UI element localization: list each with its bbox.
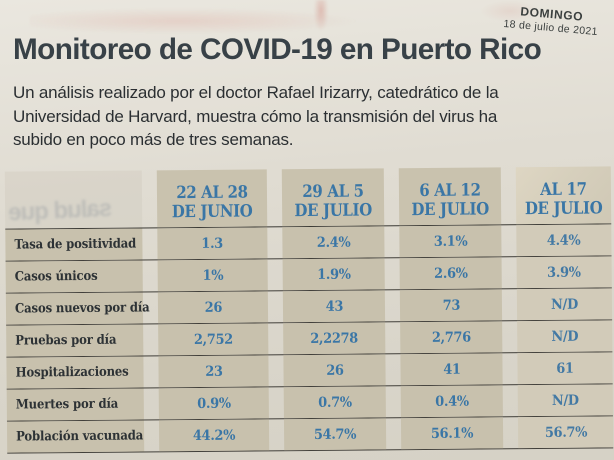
value-cell: 56.7%	[517, 416, 614, 449]
value-cell: 2.6%	[399, 257, 502, 290]
row-label: Población vacunada	[6, 420, 145, 453]
value-cell: 44.2%	[158, 419, 270, 452]
table-row-hospitalizations: Hospitalizaciones 23 26 41 61	[6, 352, 613, 390]
intro-line: Un análisis realizado por el doctor Rafa…	[13, 83, 499, 102]
column-header-week4: AL 17 DE JULIO	[515, 166, 612, 225]
header-spacer-cell: salud que	[4, 170, 143, 229]
row-label: Hospitalizaciones	[6, 356, 144, 389]
value-cell: 0.4%	[400, 385, 503, 418]
row-label: Casos únicos	[5, 260, 143, 293]
ink-smudge	[30, 8, 360, 34]
value-cell: N/D	[517, 384, 613, 417]
covid-table: salud que 22 AL 28 DE JUNIO 29 AL 5 DE JUL…	[4, 166, 614, 454]
value-cell: 73	[399, 289, 503, 322]
intro-line: Universidad de Harvard, muestra cómo la …	[13, 106, 498, 126]
value-cell: 2,752	[158, 323, 269, 356]
value-cell: 2,776	[400, 321, 503, 354]
table-row-new-cases: Casos nuevos por día 26 43 73 N/D	[5, 288, 613, 326]
value-cell: 54.7%	[283, 418, 387, 451]
row-label: Casos nuevos por día	[5, 292, 150, 325]
row-label: Pruebas por día	[6, 324, 144, 357]
value-cell: 56.1%	[400, 417, 504, 450]
value-cell: 41	[400, 353, 503, 386]
bleedthrough-ghost-text: salud que	[8, 194, 113, 227]
table-header-row: salud que 22 AL 28 DE JUNIO 29 AL 5 DE JUL…	[4, 166, 612, 230]
value-cell: 1.3	[157, 227, 268, 260]
column-header-week3: 6 AL 12 DE JULIO	[398, 167, 502, 226]
value-cell: 2,2278	[283, 322, 386, 355]
value-cell: 0.9%	[158, 387, 269, 420]
table-row-tests: Pruebas por día 2,752 2,2278 2,776 N/D	[6, 320, 613, 358]
intro-paragraph: Un análisis realizado por el doctor Rafa…	[13, 81, 588, 152]
row-label: Muertes por día	[6, 388, 144, 421]
value-cell: 0.7%	[283, 386, 386, 419]
intro-line: subido en poco más de tres semanas.	[13, 130, 294, 149]
value-cell: 26	[157, 291, 269, 324]
value-cell: 43	[282, 290, 386, 323]
value-cell: 3.9%	[516, 256, 612, 289]
table-row-deaths: Muertes por día 0.9% 0.7% 0.4% N/D	[6, 384, 613, 422]
table-row-positivity: Tasa de positividad 1.3 2.4% 3.1% 4.4%	[5, 224, 612, 262]
column-header-week1: 22 AL 28 DE JUNIO	[156, 169, 268, 228]
value-cell: 23	[158, 355, 269, 388]
value-cell: 4.4%	[516, 224, 612, 257]
value-cell: 1.9%	[282, 258, 385, 291]
row-label: Tasa de positividad	[5, 228, 143, 261]
value-cell: 3.1%	[399, 225, 502, 258]
value-cell: 1%	[157, 259, 268, 292]
page-title: Monitoreo de COVID-19 en Puerto Rico	[13, 33, 542, 66]
value-cell: 2.4%	[282, 226, 385, 259]
table-row-unique-cases: Casos únicos 1% 1.9% 2.6% 3.9%	[5, 256, 612, 294]
column-header-week2: 29 AL 5 DE JULIO	[281, 168, 385, 227]
ink-smudge	[314, 0, 328, 30]
value-cell: N/D	[516, 288, 613, 321]
table-row-vaccinated: Población vacunada 44.2% 54.7% 56.1% 56.…	[6, 416, 614, 454]
value-cell: N/D	[517, 320, 613, 353]
value-cell: 61	[517, 352, 613, 385]
value-cell: 26	[283, 354, 386, 387]
